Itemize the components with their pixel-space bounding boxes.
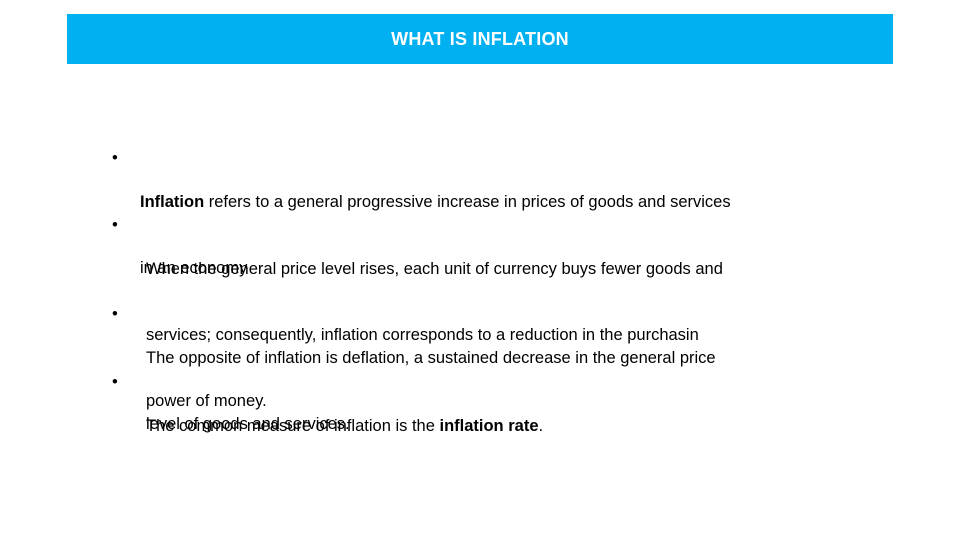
bullet-line: services; consequently, inflation corres… [146,326,699,344]
bold-term: Inflation [140,193,205,211]
text-run: . [538,417,544,435]
bullet-line: level of goods and services. [146,415,350,433]
bullet-dot: • [112,373,118,391]
bullet-text: The common measure of inflation is the i… [146,371,543,481]
bullet-dot: • [112,149,118,167]
bullet-line: Inflation refers to a general progressiv… [140,191,731,213]
bullet-text: When the general price level rises, each… [146,214,723,456]
bullet-line: When the general price level rises, each… [146,260,723,278]
bullet-line: power of money. [146,392,267,410]
bullet-text: The opposite of inflation is deflation, … [146,303,716,479]
slide-title: WHAT IS INFLATION [391,28,569,49]
bullet-text: Inflation refers to a general progressiv… [140,147,731,323]
bullet-line: The opposite of inflation is deflation, … [146,349,716,367]
bullet-dot: • [112,305,118,323]
text-run: The common measure of inflation is the [146,417,440,435]
bold-term: inflation rate [439,417,539,435]
title-bar: WHAT IS INFLATION [67,14,893,64]
text-run: refers to a general progressive increase… [204,193,731,211]
bullet-dot: • [112,216,118,234]
bullet-line: The common measure of inflation is the i… [146,415,543,437]
bullet-line: in an economy [140,259,248,277]
